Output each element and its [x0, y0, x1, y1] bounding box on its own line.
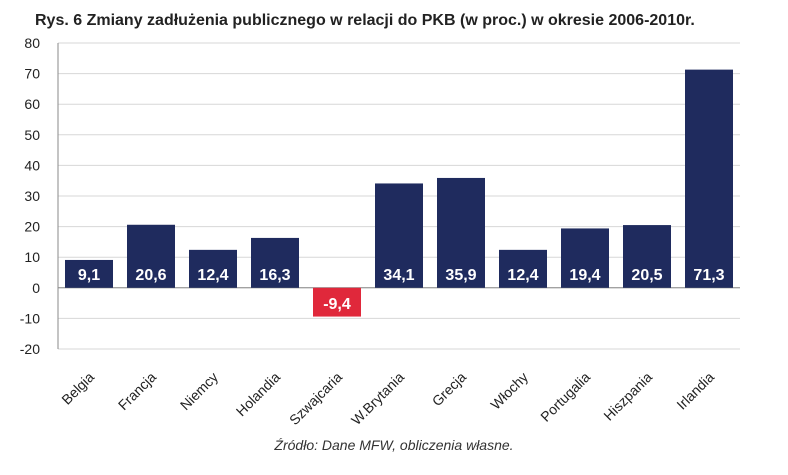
data-label: 20,6 — [135, 267, 166, 284]
bar — [127, 224, 175, 288]
x-tick-label: Włochy — [487, 369, 531, 413]
y-tick-label: 30 — [24, 188, 40, 204]
y-tick-label: -10 — [20, 310, 40, 326]
data-label: 34,1 — [383, 267, 414, 284]
bar — [251, 237, 299, 288]
bar — [375, 183, 423, 288]
x-tick-label: Francja — [115, 369, 159, 413]
data-label: 35,9 — [445, 267, 476, 284]
data-label: 12,4 — [197, 267, 228, 284]
y-tick-label: 0 — [32, 280, 40, 296]
bar — [437, 177, 485, 288]
y-tick-label: 70 — [24, 66, 40, 82]
data-label: 12,4 — [507, 267, 538, 284]
x-tick-label: W.Brytania — [348, 369, 407, 428]
x-tick-label: Niemcy — [177, 369, 221, 413]
data-label: 71,3 — [693, 267, 724, 284]
y-tick-label: 80 — [24, 35, 40, 51]
source-note: Źródło: Dane MFW, obliczenia własne. — [274, 437, 514, 453]
x-tick-label: Grecja — [429, 369, 470, 410]
y-tick-label: 50 — [24, 127, 40, 143]
bar — [685, 69, 733, 288]
data-label: 19,4 — [569, 267, 600, 284]
x-tick-label: Holandia — [233, 369, 284, 420]
data-label: -9,4 — [323, 296, 351, 313]
bar — [189, 249, 237, 288]
y-tick-label: -20 — [20, 341, 40, 357]
x-tick-label: Hiszpania — [600, 369, 655, 424]
bar — [561, 228, 609, 288]
y-tick-label: 20 — [24, 219, 40, 235]
data-label: 20,5 — [631, 267, 662, 284]
x-tick-label: Irlandia — [673, 369, 717, 413]
x-tick-label: Portugalia — [537, 369, 593, 425]
y-tick-label: 60 — [24, 96, 40, 112]
y-tick-label: 40 — [24, 157, 40, 173]
x-tick-label: Belgia — [58, 369, 97, 408]
data-label: 9,1 — [78, 267, 100, 284]
bar — [623, 225, 671, 288]
data-label: 16,3 — [259, 267, 290, 284]
bar — [313, 287, 361, 317]
bar — [499, 249, 547, 288]
chart-title: Rys. 6 Zmiany zadłużenia publicznego w r… — [35, 12, 695, 29]
y-tick-label: 10 — [24, 249, 40, 265]
bar — [65, 259, 113, 288]
x-tick-label: Szwajcaria — [286, 369, 345, 428]
